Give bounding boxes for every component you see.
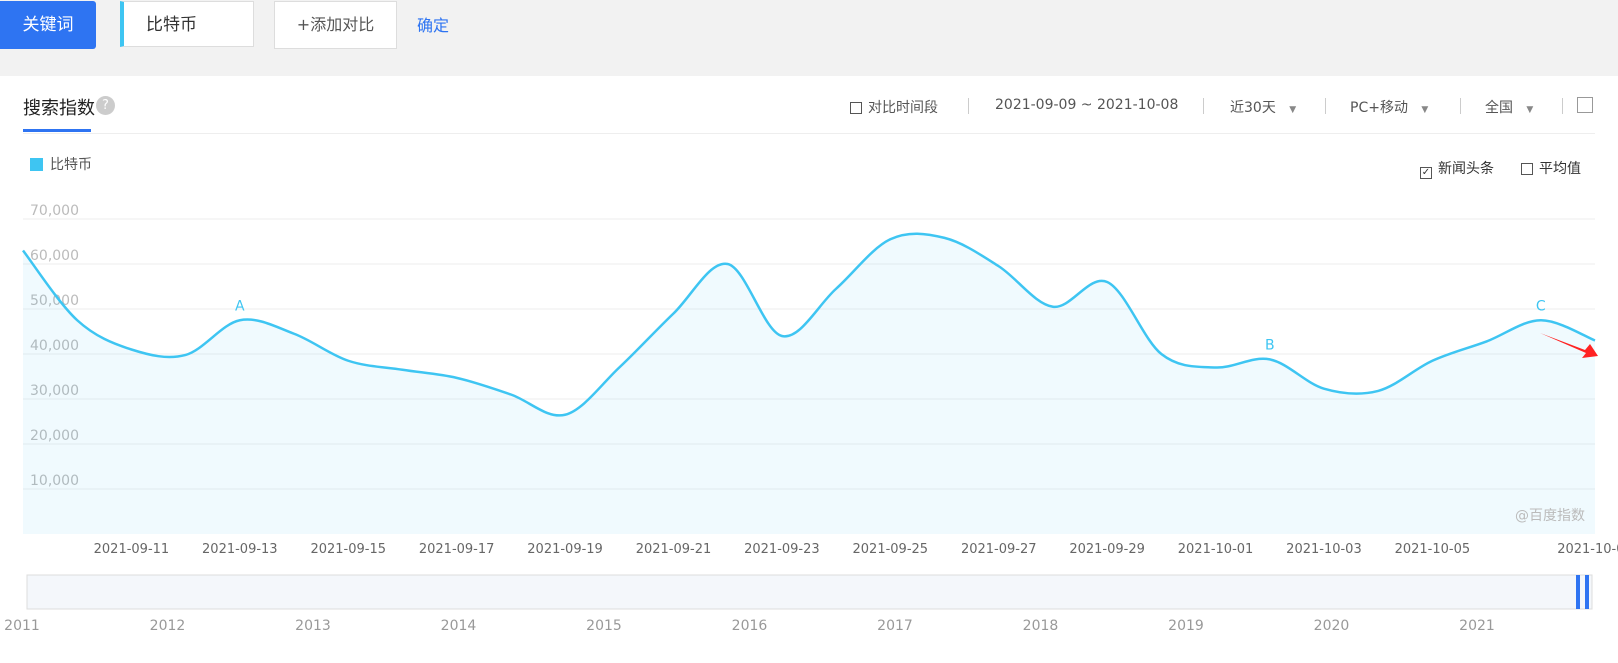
y-tick-label: 50,000 bbox=[30, 293, 79, 309]
x-tick-label: 2021-10-01 bbox=[1178, 542, 1254, 557]
region-select[interactable]: 全国 ▼ bbox=[1485, 100, 1534, 116]
export-icon[interactable] bbox=[1577, 97, 1593, 113]
timeline-year: 2020 bbox=[1314, 618, 1350, 634]
timeline-year: 2014 bbox=[441, 618, 477, 634]
annotation: B bbox=[1265, 337, 1275, 353]
top-bar bbox=[0, 0, 1618, 76]
timeline-handle bbox=[1576, 575, 1580, 609]
period-select[interactable]: 近30天 ▼ bbox=[1230, 100, 1297, 116]
divider bbox=[23, 133, 1595, 134]
legend-swatch bbox=[30, 158, 43, 171]
separator bbox=[1460, 98, 1461, 114]
timeline-year: 2011 bbox=[4, 618, 40, 634]
x-tick-label: 2021-09-11 bbox=[94, 542, 170, 557]
help-icon[interactable]: ? bbox=[96, 96, 115, 115]
device-select[interactable]: PC+移动 ▼ bbox=[1350, 100, 1429, 116]
news-label: 新闻头条 bbox=[1438, 161, 1494, 177]
x-tick-label: 2021-09-25 bbox=[853, 542, 929, 557]
period-label: 近30天 bbox=[1230, 100, 1276, 116]
panel-title: 搜索指数 bbox=[23, 98, 95, 119]
keyword-button[interactable]: 关键词 bbox=[0, 1, 96, 49]
area bbox=[23, 233, 1595, 534]
keyword-input[interactable]: 比特币 bbox=[120, 1, 254, 47]
timeline bbox=[26, 574, 1593, 610]
x-tick-label: 2021-09-17 bbox=[419, 542, 495, 557]
device-label: PC+移动 bbox=[1350, 100, 1408, 116]
timeline-year: 2012 bbox=[150, 618, 186, 634]
separator bbox=[1203, 98, 1204, 114]
tab-underline bbox=[23, 129, 91, 132]
red-arrow bbox=[1540, 333, 1598, 358]
region-label: 全国 bbox=[1485, 100, 1513, 116]
average-toggle[interactable]: 平均值 bbox=[1521, 158, 1581, 178]
watermark: @百度指数 bbox=[1515, 508, 1585, 524]
y-tick-label: 60,000 bbox=[30, 248, 79, 264]
annotation: C bbox=[1536, 298, 1546, 314]
x-tick-label: 2021-09-13 bbox=[202, 542, 278, 557]
legend-label: 比特币 bbox=[50, 157, 92, 173]
timeline-year: 2019 bbox=[1168, 618, 1204, 634]
timeline-year: 2015 bbox=[586, 618, 622, 634]
separator bbox=[968, 98, 969, 114]
average-label: 平均值 bbox=[1539, 161, 1581, 177]
x-tick-label: 2021-10-05 bbox=[1395, 542, 1471, 557]
line bbox=[22, 232, 1596, 417]
x-tick-label: 2021-09-21 bbox=[636, 542, 712, 557]
y-tick-label: 40,000 bbox=[30, 338, 79, 354]
y-tick-label: 30,000 bbox=[30, 383, 79, 399]
add-compare-button[interactable]: +添加对比 bbox=[274, 1, 397, 49]
x-tick-label: 2021-10-08 bbox=[1557, 542, 1618, 557]
y-tick-label: 20,000 bbox=[30, 428, 79, 444]
separator bbox=[1562, 98, 1563, 114]
timeline-year: 2018 bbox=[1023, 618, 1059, 634]
x-tick-label: 2021-10-03 bbox=[1286, 542, 1362, 557]
timeline-year: 2017 bbox=[877, 618, 913, 634]
date-range[interactable]: 2021-09-09 ~ 2021-10-08 bbox=[995, 97, 1179, 113]
confirm-link[interactable]: 确定 bbox=[417, 16, 450, 35]
timeline-handle bbox=[1585, 575, 1589, 609]
separator bbox=[1325, 98, 1326, 114]
y-tick-label: 10,000 bbox=[30, 473, 79, 489]
timeline-year: 2013 bbox=[295, 618, 331, 634]
annotation: A bbox=[235, 298, 245, 314]
news-toggle[interactable]: ✓ 新闻头条 bbox=[1420, 161, 1494, 179]
compare-period-label: 对比时间段 bbox=[868, 100, 938, 116]
x-tick-label: 2021-09-15 bbox=[310, 542, 386, 557]
timeline-year: 2021 bbox=[1459, 618, 1495, 634]
x-tick-label: 2021-09-29 bbox=[1069, 542, 1145, 557]
x-tick-label: 2021-09-23 bbox=[744, 542, 820, 557]
compare-period[interactable]: 对比时间段 bbox=[850, 97, 938, 117]
timeline-year: 2016 bbox=[732, 618, 768, 634]
x-tick-label: 2021-09-19 bbox=[527, 542, 603, 557]
x-tick-label: 2021-09-27 bbox=[961, 542, 1037, 557]
y-tick-label: 70,000 bbox=[30, 203, 79, 219]
